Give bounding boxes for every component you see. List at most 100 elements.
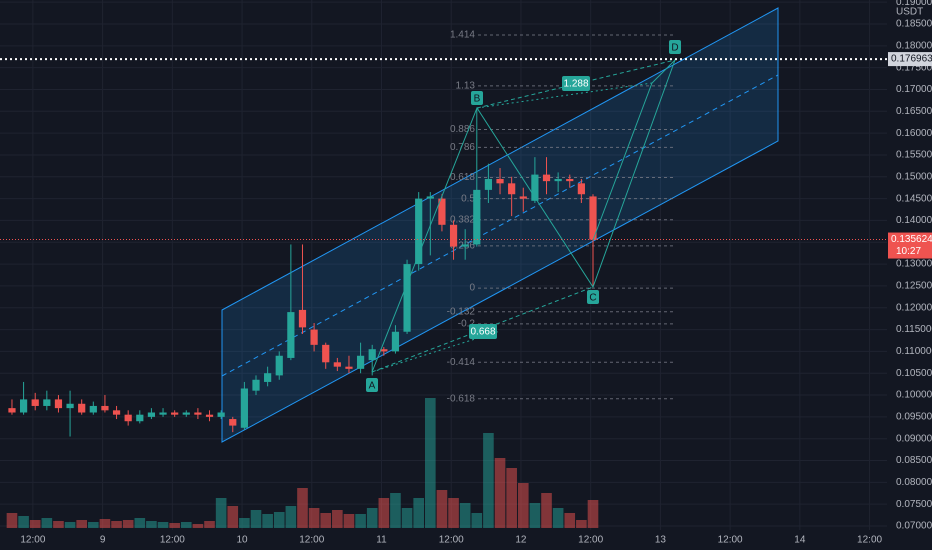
fib-label: -0.2 — [458, 319, 476, 330]
volume-bar — [41, 518, 53, 528]
volume-bar — [529, 503, 541, 528]
volume-bar — [169, 523, 180, 528]
volume-bar — [262, 514, 273, 528]
candle-body — [101, 405, 109, 411]
candle-body — [589, 196, 597, 240]
candle-body — [275, 355, 283, 376]
candle-body — [345, 366, 353, 369]
candle-body — [252, 379, 260, 391]
volume-bar — [180, 522, 192, 528]
candle-body — [531, 174, 539, 201]
candle-body — [66, 403, 74, 409]
candle-body — [287, 312, 295, 358]
candle-body — [124, 414, 132, 422]
candle-body — [461, 244, 469, 247]
volume-bar — [157, 522, 169, 528]
volume-bar — [134, 518, 146, 528]
fib-label: 1.414 — [450, 30, 475, 41]
fib-label: 0 — [469, 283, 475, 294]
candle-body — [136, 414, 144, 422]
volume-bar — [506, 468, 517, 528]
fib-label: 0.382 — [450, 214, 475, 225]
candle-body — [240, 388, 248, 428]
ratio-label: 1.288 — [563, 79, 588, 90]
x-tick-label: 9 — [100, 535, 106, 546]
volume-bar — [343, 514, 355, 528]
candle-body — [264, 373, 272, 382]
volume-bar — [227, 506, 239, 528]
volume-bar — [285, 506, 297, 528]
candle-body — [426, 196, 434, 199]
candle-body — [19, 399, 28, 413]
currency-label: USDT — [896, 7, 923, 18]
countdown-label: 10:27 — [896, 246, 921, 257]
point-label: A — [369, 381, 376, 392]
candle-body — [438, 198, 446, 225]
candle-body — [31, 399, 39, 406]
candle-body — [159, 412, 167, 415]
candle-body — [496, 178, 504, 184]
candle-body — [147, 412, 156, 417]
volume-bar — [273, 512, 285, 528]
volume-bar — [76, 520, 88, 528]
candle-body — [205, 414, 214, 417]
candle-body — [217, 412, 225, 417]
candle-body — [577, 183, 585, 195]
x-tick-label: 12:00 — [718, 535, 743, 546]
fib-label: 0.886 — [450, 124, 475, 135]
ratio-box — [562, 76, 590, 91]
x-tick-label: 13 — [655, 535, 667, 546]
candle-body — [78, 403, 86, 413]
candle-body — [415, 198, 423, 265]
volume-bar — [111, 521, 122, 528]
candle-body — [310, 329, 318, 345]
x-tick-label: 12:00 — [160, 535, 185, 546]
candle-body — [112, 410, 121, 415]
x-tick-label: 12:00 — [578, 535, 603, 546]
fib-retracement: 1.4141.130.8860.7860.6180.50.3820.2360-0… — [447, 30, 675, 404]
volume-bar — [425, 398, 436, 528]
x-tick-label: 12:00 — [20, 535, 45, 546]
candle-body — [182, 412, 190, 415]
volume-bar — [471, 513, 483, 528]
point-label: D — [671, 43, 678, 54]
candle-body — [554, 178, 562, 182]
volume-bar — [88, 522, 99, 528]
fib-label: 0.5 — [461, 193, 475, 204]
fib-label: -0.414 — [447, 357, 476, 368]
volume-bar — [552, 508, 564, 528]
candle-body — [171, 412, 179, 415]
ratio-box — [469, 324, 497, 339]
volume-bar — [308, 508, 320, 528]
fib-label: 1.13 — [456, 81, 476, 92]
volume-bar — [122, 520, 134, 528]
candle-body — [542, 174, 551, 182]
volume-bar — [29, 520, 41, 528]
y-tick-label: 0.190000 — [896, 0, 932, 8]
point-label: B — [474, 94, 481, 105]
time-axis: 12:00 9 12:00 10 12:00 11 12:00 12 12:00 13 12:00 1… — [20, 535, 882, 546]
pattern-line — [592, 59, 676, 241]
x-tick-label: 12:00 — [439, 535, 464, 546]
volume-bar — [448, 498, 459, 528]
x-tick-label: 14 — [794, 535, 806, 546]
volume-bar — [576, 520, 587, 528]
volume-bar — [459, 503, 471, 528]
point-box — [669, 40, 681, 54]
x-tick-label: 12:00 — [857, 535, 882, 546]
volume-bar — [332, 510, 343, 528]
